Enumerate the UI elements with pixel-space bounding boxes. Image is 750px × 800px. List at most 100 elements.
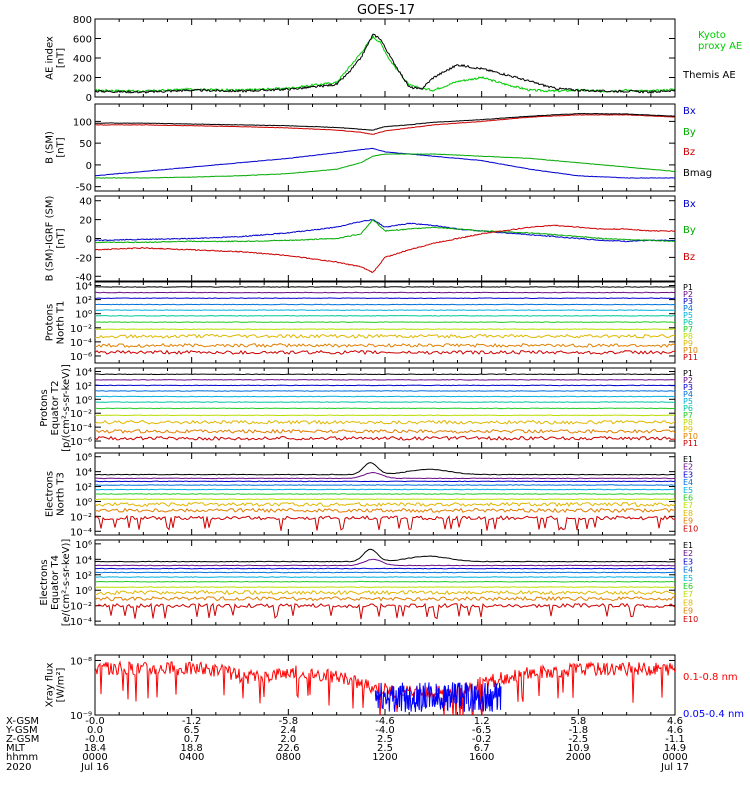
legend-item: E1 [683,455,693,464]
panel-data [95,218,675,274]
time-axis-value: 2000 [566,752,591,763]
series-e4 [95,484,675,486]
series-p10 [95,428,675,434]
legend-item: P5 [683,397,693,406]
legend-item: P7 [683,325,693,334]
panel-data [95,373,675,441]
series-bx [95,219,675,243]
legend-item: Bx [683,106,696,117]
series-e9 [95,507,675,514]
y-tick-label: -40 [76,272,92,283]
series-themis-ae [95,33,675,95]
y-axis-label: Equator T4 [50,555,61,610]
legend-item: P10 [683,432,698,441]
time-axis-value: 2.5 [377,734,393,745]
legend-item: E9 [683,517,693,526]
legend-item: Bz [683,252,695,263]
panel-electrons-t4: 10⁶ 10⁴ 10² 10⁰ 10⁻² 10⁻⁴ Electrons Equator T4[… [39,539,698,628]
legend-item: E7 [683,501,693,510]
series-e10 [95,514,675,531]
series-by [95,153,675,179]
series-p1 [95,286,675,288]
series-p5 [95,395,675,398]
time-axis: X-GSMY-GSMZ-GSMMLThhmm2020-0.00.0-0.018.… [5,716,689,773]
time-axis-value: 0000 [82,752,107,763]
series-bz [95,114,675,135]
y-tick-label: 10⁻⁴ [70,423,92,434]
series-xray-long [95,660,675,715]
time-axis-value: 5.8 [570,716,586,727]
series-bz [95,224,675,274]
series-p11 [95,435,675,441]
y-axis-label: [e/(cm²-s-sr-keV)] [61,539,72,627]
time-axis-value: -4.0 [375,725,395,736]
legend-item: P11 [683,439,698,448]
time-axis-value: -4.6 [375,716,395,727]
y-tick-label: 10⁻² [70,409,92,420]
y-tick-label: 10⁻⁸ [70,656,92,667]
y-tick-label: 10⁻⁶ [70,352,92,363]
series-p4 [95,303,675,306]
legend-item: E10 [683,615,698,624]
legend-item: E6 [683,582,693,591]
y-axis-label: Electrons [45,471,56,517]
series-xray-short [374,682,502,713]
time-axis-value: 6.5 [184,725,200,736]
legend-item: P10 [683,346,698,355]
panel-data [95,286,675,356]
legend-item: P1 [683,369,693,378]
y-tick-label: 10⁴ [75,282,92,293]
y-axis-label: [nT] [56,137,67,157]
y-tick-label: 10² [75,483,92,494]
time-axis-value: -0.0 [85,716,105,727]
legend-item: By [683,127,696,138]
time-axis-value: 0.0 [87,725,103,736]
legend-item: P4 [683,390,693,399]
time-axis-value: 0000 [662,752,687,763]
series-p9 [95,333,675,339]
y-tick-label: 50 [79,139,92,150]
series-e3 [95,480,675,483]
legend-item: E4 [683,478,693,487]
series-e3 [95,567,675,570]
time-axis-value: 10.9 [567,743,589,754]
y-tick-label: 800 [73,15,92,26]
series-e2 [95,558,675,567]
legend-item: P2 [683,376,693,385]
series-e8 [95,501,675,508]
time-axis-value: 1.2 [474,716,490,727]
y-tick-label: 100 [73,117,92,128]
y-tick-label: 200 [73,74,92,85]
legend-item: Bz [683,147,695,158]
series-p8 [95,328,675,331]
y-tick-label: 10⁰ [75,497,92,508]
time-axis-value: -6.5 [472,725,492,736]
time-axis-value: 0400 [179,752,204,763]
time-axis-value: 1200 [372,752,397,763]
panel-protons-t1: 10⁴ 10² 10⁰ 10⁻² 10⁻⁴ 10⁻⁶ Protons North T1 P1P2… [45,281,698,364]
y-tick-label: 10⁻⁹ [70,711,92,722]
time-axis-value: 2.0 [280,734,296,745]
panel-data [95,112,675,179]
legend-item: Bmag [683,168,712,179]
panel-bdiff: 40 20 0 -20 -40 B (SM)-IGRF (SM) [nT] Bx By Bz [45,195,696,283]
time-axis-value: 2.5 [377,743,393,754]
y-axis-label: Xray flux [45,663,56,708]
y-tick-label: 10⁶ [75,540,92,551]
series-by [95,218,675,244]
time-axis-value: 14.9 [664,743,686,754]
legend-item: E3 [683,470,693,479]
series-p3 [95,297,675,300]
y-axis-label: Protons [39,389,50,426]
time-axis-value: 18.8 [181,743,203,754]
legend-item: E8 [683,598,693,607]
y-axis-label: Equator T2 [50,381,61,436]
time-axis-value: -2.5 [569,734,589,745]
y-tick-label: 20 [79,216,92,227]
legend-item: P3 [683,383,693,392]
panel-data [95,660,675,715]
time-axis-value: Jul 17 [660,762,689,773]
y-tick-label: 10⁻² [70,512,92,523]
